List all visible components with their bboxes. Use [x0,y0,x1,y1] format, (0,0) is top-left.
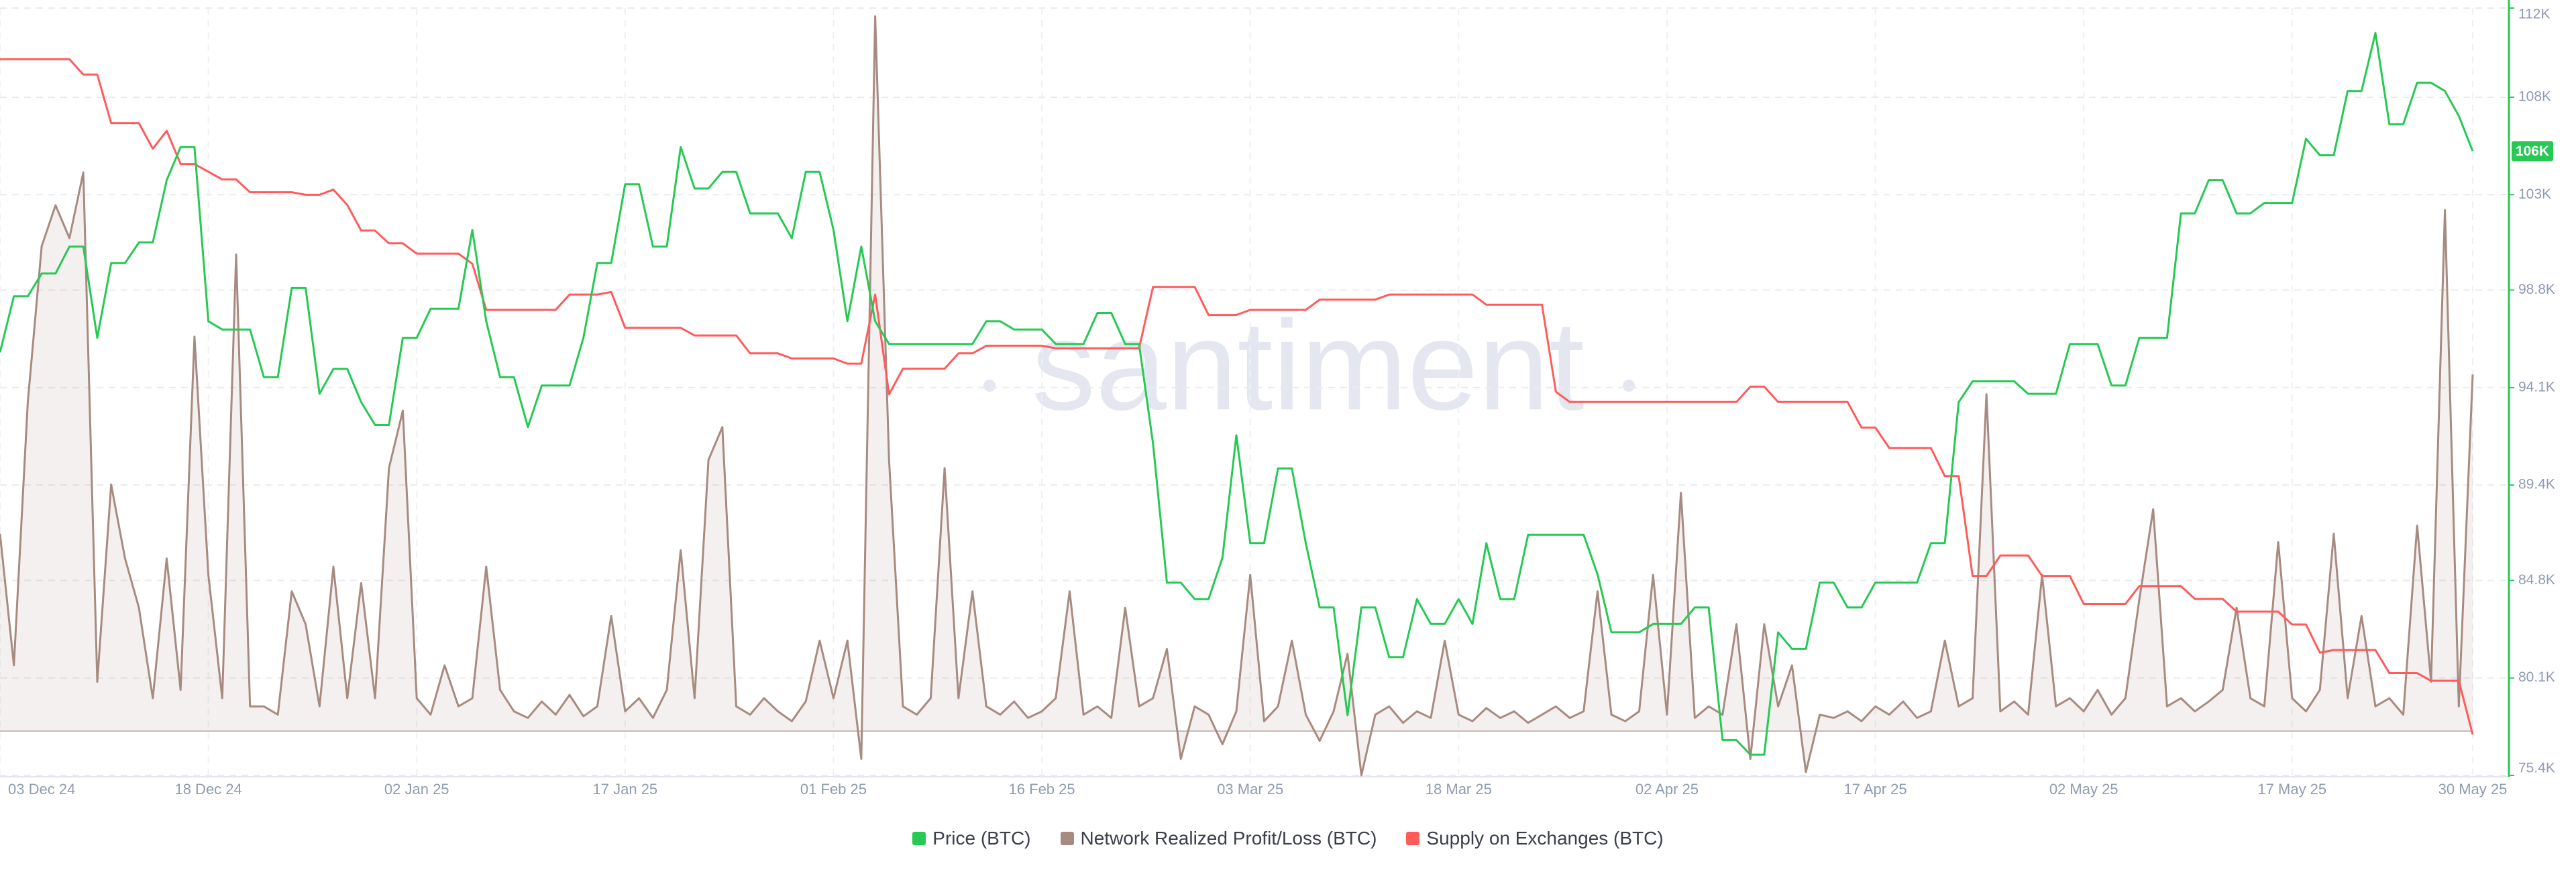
y-tick-label: 80.1K [2518,669,2555,685]
x-tick-label: 02 May 25 [2049,781,2118,798]
watermark: santiment [983,294,1635,437]
x-tick-label: 01 Feb 25 [800,781,867,798]
y-tick-label: 84.8K [2518,572,2555,588]
legend-label: Network Realized Profit/Loss (BTC) [1080,828,1377,849]
series-line [0,58,2474,735]
legend-item[interactable]: Network Realized Profit/Loss (BTC) [1060,828,1377,849]
series-line [0,15,2474,777]
legend-label: Price (BTC) [932,828,1031,849]
x-tick-label: 18 Mar 25 [1426,781,1492,798]
x-tick-label: 02 Jan 25 [384,781,449,798]
x-tick-label: 17 Jan 25 [593,781,658,798]
x-tick-label: 18 Dec 24 [174,781,241,798]
area [0,16,2473,776]
y-tick-label: 89.4K [2518,477,2555,492]
x-tick-label: 17 Apr 25 [1843,781,1907,798]
series-line [0,32,2474,756]
current-value-label: 106K [2516,144,2549,159]
x-tick-label: 02 Apr 25 [1635,781,1699,798]
watermark-text: santiment [1032,294,1585,437]
legend-swatch [1060,832,1074,845]
watermark-dot [983,380,996,392]
y-tick-label: 94.1K [2518,379,2555,394]
x-tick-label: 30 May 25 [2438,781,2508,798]
y-tick-label: 108K [2518,89,2551,104]
y-tick-label: 98.8K [2518,282,2555,297]
watermark-dot [1623,380,1635,392]
x-tick-label: 17 May 25 [2257,781,2326,798]
legend: Price (BTC) Network Realized Profit/Loss … [0,805,2576,872]
legend-swatch [1406,832,1420,845]
x-tick-label: 03 Dec 24 [8,781,75,798]
chart: santiment 75.4K 80.1K 84.8K 89.4K 94.1K 98.8K… [0,0,2555,798]
legend-item[interactable]: Supply on Exchanges (BTC) [1406,828,1664,849]
x-tick-label: 16 Feb 25 [1009,781,1075,798]
legend-label: Supply on Exchanges (BTC) [1426,828,1664,849]
legend-item[interactable]: Price (BTC) [912,828,1031,849]
x-tick-label: 03 Mar 25 [1217,781,1283,798]
y-tick-label: 75.4K [2518,761,2555,776]
legend-swatch [912,832,926,845]
current-value-badge [2512,141,2553,162]
y-tick-label: 112K [2518,7,2551,22]
y-tick-label: 103K [2518,186,2551,202]
